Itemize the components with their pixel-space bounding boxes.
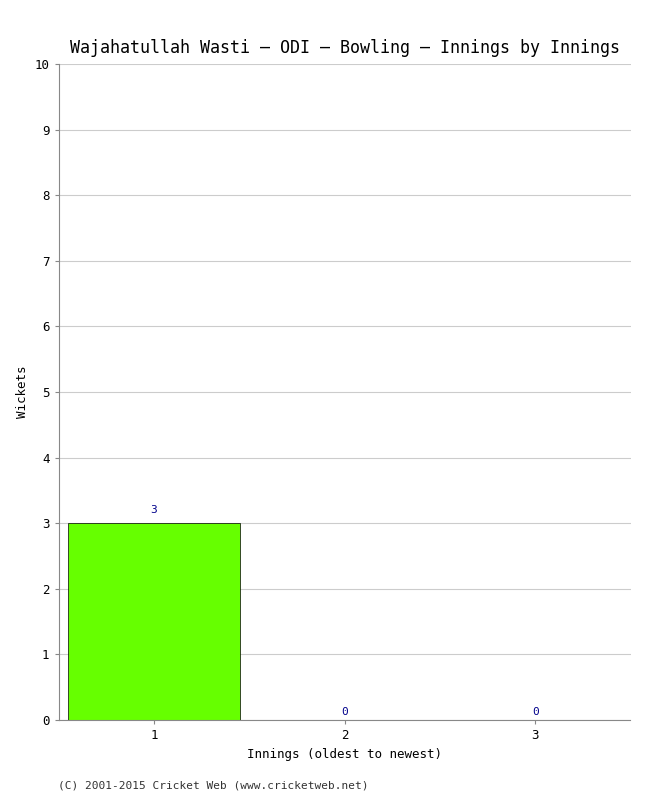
Title: Wajahatullah Wasti – ODI – Bowling – Innings by Innings: Wajahatullah Wasti – ODI – Bowling – Inn… xyxy=(70,39,619,57)
Text: 3: 3 xyxy=(150,506,157,515)
Text: 0: 0 xyxy=(532,707,539,718)
Y-axis label: Wickets: Wickets xyxy=(16,366,29,418)
X-axis label: Innings (oldest to newest): Innings (oldest to newest) xyxy=(247,747,442,761)
Bar xyxy=(68,523,240,720)
Text: (C) 2001-2015 Cricket Web (www.cricketweb.net): (C) 2001-2015 Cricket Web (www.cricketwe… xyxy=(58,780,369,790)
Text: 0: 0 xyxy=(341,707,348,718)
